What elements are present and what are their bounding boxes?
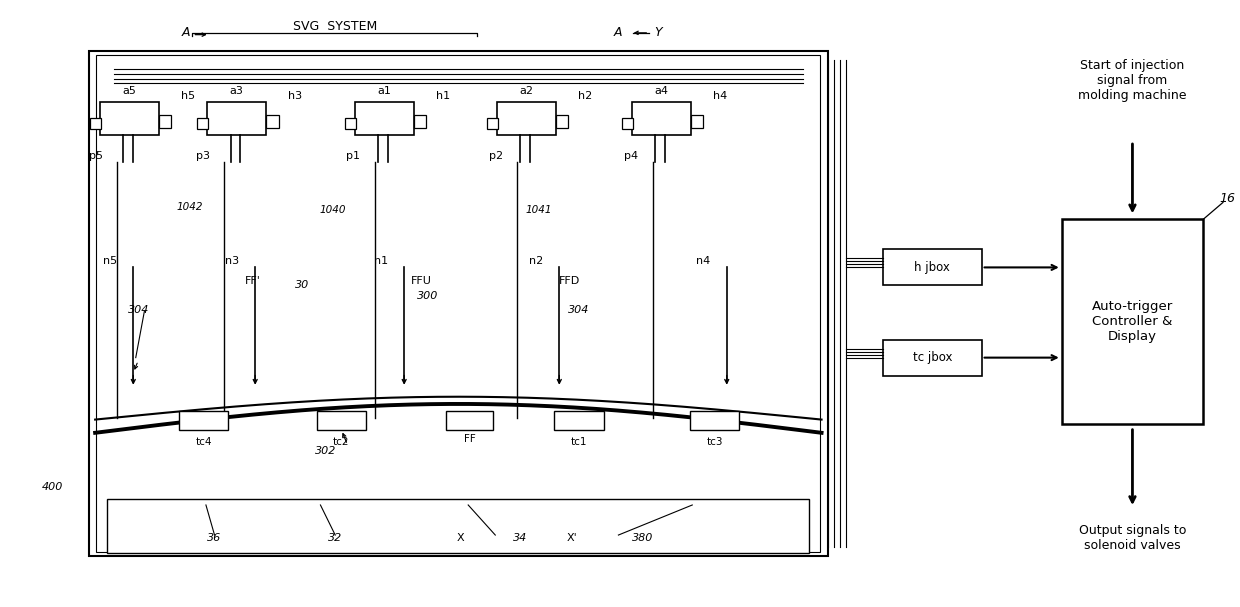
- Bar: [100, 102, 159, 135]
- Text: 32: 32: [329, 533, 342, 543]
- Text: tc1: tc1: [570, 437, 588, 447]
- Text: a4: a4: [655, 86, 668, 96]
- Text: h3: h3: [289, 91, 303, 101]
- Text: h4: h4: [713, 91, 728, 101]
- Bar: [197, 118, 208, 129]
- Bar: [632, 102, 691, 135]
- Text: Start of injection
signal from
molding machine: Start of injection signal from molding m…: [1079, 59, 1187, 103]
- Bar: [97, 55, 821, 552]
- Text: h1: h1: [436, 91, 450, 101]
- Text: 16: 16: [1220, 192, 1236, 205]
- Text: 380: 380: [632, 533, 653, 543]
- Bar: [267, 115, 279, 128]
- Text: FF': FF': [246, 276, 262, 286]
- Text: 30: 30: [295, 280, 309, 291]
- Bar: [883, 339, 982, 376]
- Text: tc jbox: tc jbox: [913, 351, 952, 364]
- Text: p1: p1: [346, 151, 360, 161]
- Text: a3: a3: [229, 86, 243, 96]
- Bar: [446, 410, 492, 430]
- Text: SVG  SYSTEM: SVG SYSTEM: [293, 21, 377, 33]
- Text: a1: a1: [377, 86, 392, 96]
- Text: 304: 304: [128, 305, 149, 314]
- Text: tc3: tc3: [707, 437, 723, 447]
- Text: A: A: [181, 26, 190, 39]
- Bar: [159, 115, 171, 128]
- Text: n3: n3: [224, 256, 239, 266]
- Text: X': X': [567, 533, 577, 543]
- Text: A: A: [614, 26, 622, 39]
- Bar: [689, 410, 739, 430]
- Bar: [1061, 219, 1203, 424]
- Text: n4: n4: [697, 256, 711, 266]
- Text: X: X: [458, 533, 465, 543]
- Text: p2: p2: [489, 151, 502, 161]
- Text: a2: a2: [520, 86, 533, 96]
- Text: n2: n2: [529, 256, 543, 266]
- Text: n5: n5: [103, 256, 118, 266]
- Bar: [207, 102, 267, 135]
- Text: n1: n1: [374, 256, 388, 266]
- Text: 304: 304: [568, 305, 590, 314]
- Bar: [691, 115, 703, 128]
- Text: 302: 302: [315, 446, 336, 456]
- Text: Y: Y: [653, 26, 662, 39]
- Bar: [89, 51, 828, 556]
- Bar: [554, 410, 604, 430]
- Text: FFU: FFU: [410, 276, 432, 286]
- Text: h jbox: h jbox: [914, 261, 950, 274]
- Text: 1042: 1042: [176, 202, 203, 212]
- Text: tc4: tc4: [195, 437, 212, 447]
- Bar: [883, 249, 982, 285]
- Bar: [622, 118, 634, 129]
- Text: tc2: tc2: [334, 437, 350, 447]
- Text: 1041: 1041: [525, 205, 552, 215]
- Text: p4: p4: [624, 151, 639, 161]
- Bar: [179, 410, 228, 430]
- Text: 400: 400: [41, 482, 63, 492]
- Text: p3: p3: [196, 151, 210, 161]
- Bar: [414, 115, 427, 128]
- Bar: [496, 102, 556, 135]
- Text: a5: a5: [123, 86, 136, 96]
- Bar: [345, 118, 356, 129]
- Text: 1040: 1040: [320, 205, 346, 215]
- Text: p5: p5: [88, 151, 103, 161]
- Bar: [486, 118, 497, 129]
- Text: 300: 300: [417, 291, 438, 300]
- Text: FF: FF: [464, 434, 475, 444]
- Text: Auto-trigger
Controller &
Display: Auto-trigger Controller & Display: [1092, 300, 1173, 343]
- Text: 34: 34: [513, 533, 527, 543]
- Text: Output signals to
solenoid valves: Output signals to solenoid valves: [1079, 524, 1187, 552]
- Bar: [91, 118, 102, 129]
- Text: FFD: FFD: [558, 276, 580, 286]
- Bar: [556, 115, 568, 128]
- Bar: [316, 410, 366, 430]
- Bar: [108, 499, 810, 553]
- Text: 36: 36: [207, 533, 222, 543]
- Text: h5: h5: [181, 91, 196, 101]
- Text: h2: h2: [578, 91, 591, 101]
- Bar: [355, 102, 414, 135]
